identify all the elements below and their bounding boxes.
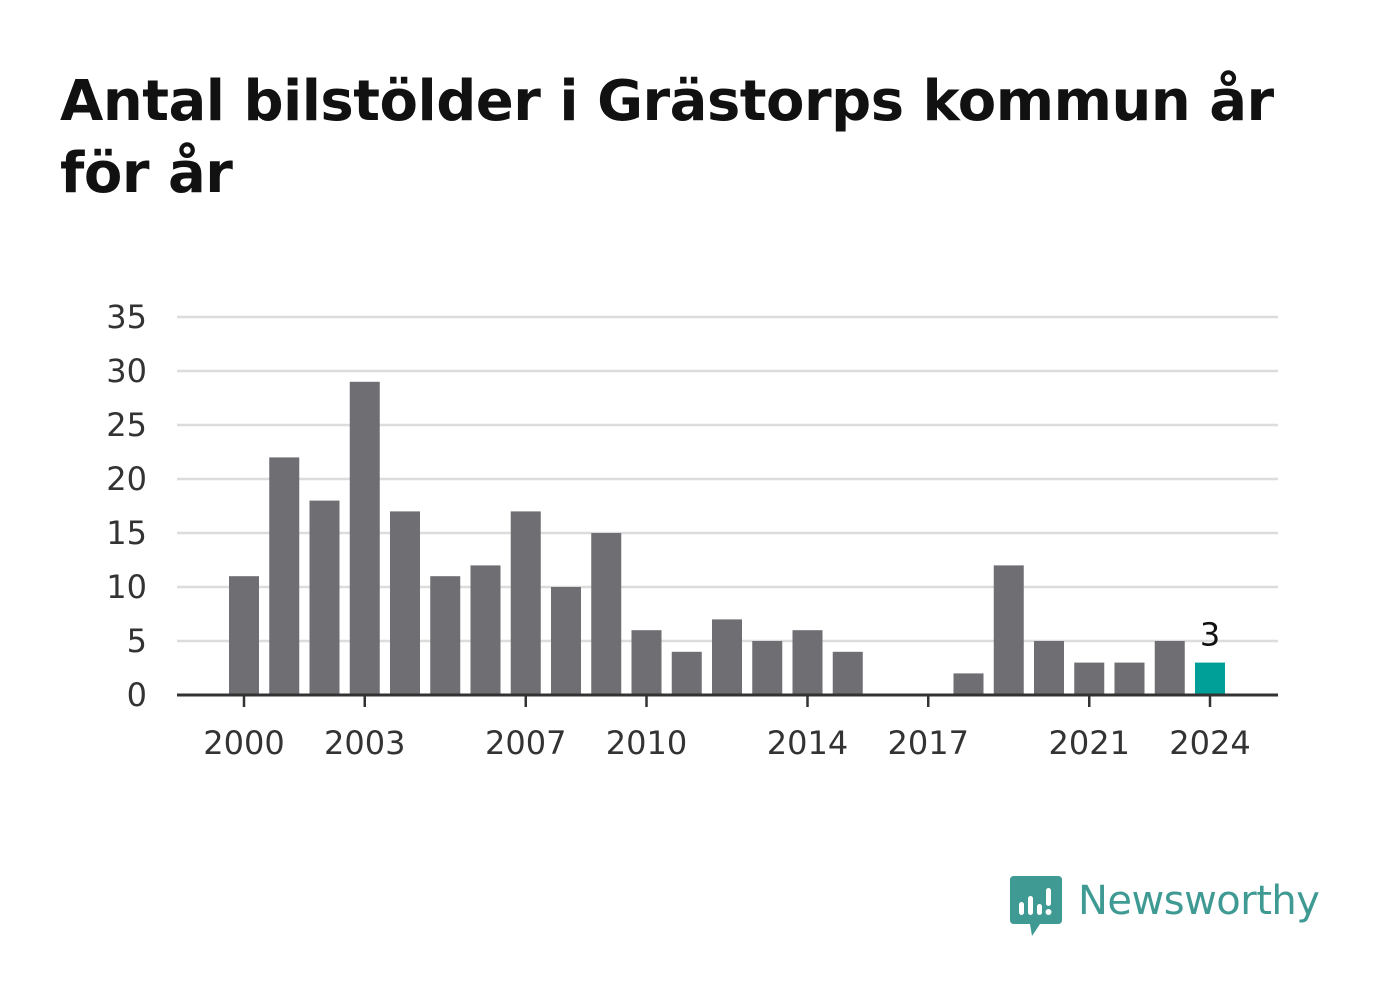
bar-2011 (671, 651, 702, 695)
x-tick-label-2010: 2010 (606, 724, 687, 762)
y-tick-label-35: 35 (106, 298, 147, 336)
value-labels: 3 (1200, 616, 1220, 654)
bar-2000 (229, 576, 259, 695)
x-tick-label-2000: 2000 (203, 724, 284, 762)
x-tick-label-2017: 2017 (888, 724, 969, 762)
bar-2012 (712, 619, 742, 695)
newsworthy-logo-icon (1010, 876, 1062, 936)
bar-2014 (792, 630, 823, 695)
bar-2023 (1154, 641, 1185, 695)
bar-2010 (631, 630, 662, 695)
bar-2002 (309, 500, 340, 695)
bars (229, 381, 1225, 695)
bar-2020 (1034, 641, 1064, 695)
y-tick-label-25: 25 (106, 406, 147, 444)
bar-2003 (349, 381, 380, 695)
bar-2001 (269, 457, 300, 695)
y-axis-ticks: 0 5 10 15 20 25 30 35 (106, 298, 147, 714)
y-tick-label-30: 30 (106, 352, 147, 390)
bar-2021 (1074, 662, 1105, 695)
grid-lines (177, 315, 1278, 643)
y-tick-label-0: 0 (127, 676, 147, 714)
bar-2007 (510, 511, 541, 695)
y-tick-label-10: 10 (106, 568, 147, 606)
bar-2018 (953, 673, 984, 695)
x-tick-label-2021: 2021 (1049, 724, 1130, 762)
x-axis-ticks: 2000 2003 2007 2010 2014 2017 2021 2024 (203, 695, 1251, 762)
chart-title: Antal bilstölder i Grästorps kommun år f… (60, 69, 1274, 206)
bar-2022 (1114, 662, 1145, 695)
bar-2009 (591, 533, 622, 695)
value-label-2024: 3 (1200, 616, 1220, 654)
newsworthy-logo: Newsworthy (1010, 876, 1320, 942)
x-tick-label-2014: 2014 (767, 724, 848, 762)
brand-name: Newsworthy (1078, 878, 1320, 924)
bar-2008 (551, 587, 581, 695)
x-tick-label-2024: 2024 (1169, 724, 1250, 762)
bar-2019 (993, 565, 1024, 695)
x-tick-label-2007: 2007 (485, 724, 566, 762)
y-tick-label-20: 20 (106, 460, 147, 498)
bar-2015 (832, 651, 863, 695)
bar-2013 (752, 641, 783, 695)
x-tick-label-2003: 2003 (324, 724, 405, 762)
bar-2006 (470, 565, 501, 695)
bar-2024 (1195, 662, 1225, 695)
bar-2004 (390, 511, 420, 695)
bar-2005 (430, 576, 461, 695)
y-tick-label-15: 15 (106, 514, 147, 552)
y-tick-label-5: 5 (127, 622, 147, 660)
